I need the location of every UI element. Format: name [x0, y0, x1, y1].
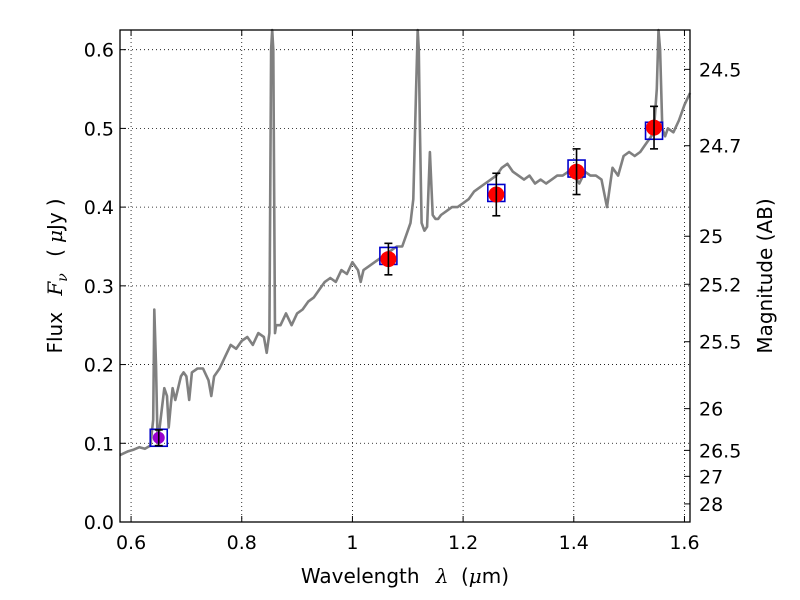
y-axis-title-unit-open: ( — [43, 249, 67, 257]
y-axis-title-unit-mu: μ — [43, 230, 67, 243]
y-tick-label: 0.1 — [84, 433, 114, 455]
y-tick-label: 0.6 — [84, 40, 114, 62]
y-axis-title-subscript: ν — [55, 273, 71, 282]
y-tick-label: 0.0 — [84, 512, 114, 534]
y-axis-title-unit-rest: Jy — [43, 212, 67, 232]
mag-tick-label: 24.7 — [699, 136, 741, 158]
mag-tick-label: 25 — [699, 226, 723, 248]
x-axis-title-prefix: Wavelength — [301, 564, 420, 588]
mag-tick-label: 26 — [699, 399, 723, 421]
y-tick-label: 0.2 — [84, 355, 114, 377]
x-tick-label: 1.4 — [559, 532, 589, 554]
x-axis-title-unit-open: ( — [461, 564, 469, 588]
y-axis-title-unit-close: ) — [43, 198, 67, 206]
mag-tick-label: 25.5 — [699, 332, 741, 354]
y-tick-label: 0.3 — [84, 276, 114, 298]
mag-tick-label: 24.5 — [699, 59, 741, 81]
mag-tick-label: 25.2 — [699, 274, 741, 296]
x-tick-label: 1.6 — [669, 532, 699, 554]
y2-axis-title: Magnitude (AB) — [753, 198, 777, 353]
y-axis-title-symbol: F — [43, 281, 67, 297]
plot-series — [119, 28, 692, 457]
x-tick-label: 0.6 — [116, 532, 146, 554]
y-axis-title: Flux Fν ( μJy) — [43, 198, 72, 353]
x-tick-label: 1.2 — [448, 532, 478, 554]
x-axis-title: Wavelength λ (μm) — [301, 564, 509, 588]
spectrum-line — [119, 28, 692, 457]
y-tick-label: 0.5 — [84, 118, 114, 140]
mag-tick-label: 28 — [699, 494, 723, 516]
y-axis-title-prefix: Flux — [43, 312, 67, 354]
x-axis-title-unit-mu: μ — [469, 564, 482, 588]
plot-frame — [119, 29, 691, 523]
y-tick-label: 0.4 — [84, 197, 114, 219]
x-axis-title-unit-rest: m) — [482, 564, 509, 588]
x-tick-label: 1 — [346, 532, 358, 554]
axes-ticks: 0.6 0.8 1 1.2 1.4 1.6 0.0 0.1 0.2 0.3 0.4 0.5 0.6 24.… — [84, 30, 741, 554]
mag-tick-label: 27 — [699, 466, 723, 488]
x-axis-title-symbol: λ — [435, 564, 449, 588]
mag-tick-label: 26.5 — [699, 440, 741, 462]
x-tick-label: 0.8 — [227, 532, 257, 554]
